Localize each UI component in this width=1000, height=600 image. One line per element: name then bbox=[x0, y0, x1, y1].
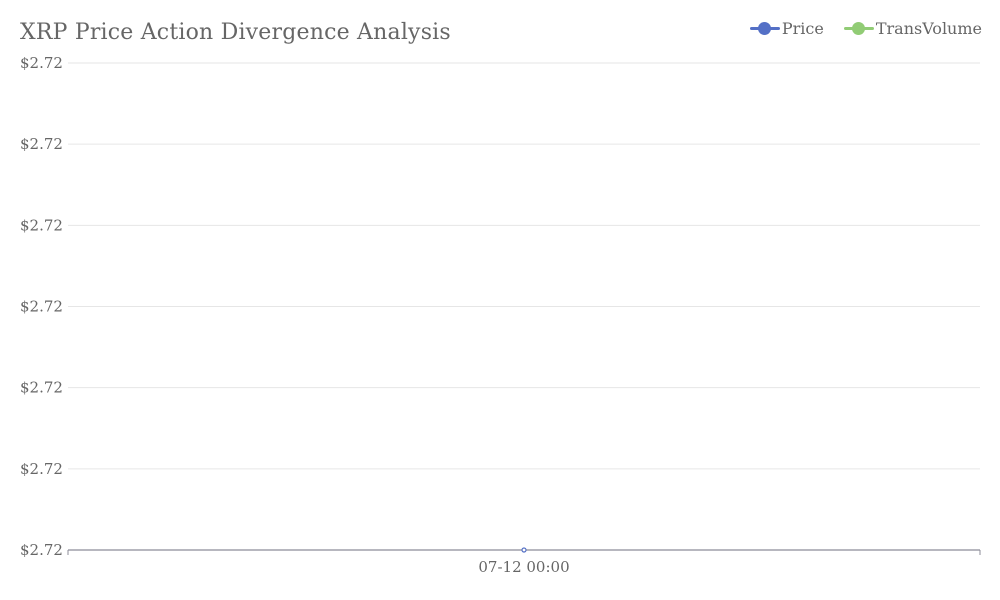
legend-marker-transvolume bbox=[843, 18, 874, 38]
y-tick-label: $2.72 bbox=[20, 460, 63, 478]
legend-item-price[interactable]: Price bbox=[749, 18, 824, 38]
x-tick-label: 07-12 00:00 bbox=[478, 558, 569, 576]
grid-lines bbox=[68, 62, 980, 470]
legend: Price TransVolume bbox=[749, 18, 982, 38]
y-tick-label: $2.72 bbox=[20, 54, 63, 72]
legend-dot-transvolume bbox=[851, 22, 865, 35]
legend-dot-price bbox=[757, 22, 771, 35]
legend-label-price: Price bbox=[781, 18, 824, 38]
y-tick-label: $2.72 bbox=[20, 298, 63, 316]
y-tick-label: $2.72 bbox=[20, 379, 63, 397]
y-axis-ticks: $2.72 $2.72 $2.72 $2.72 $2.72 $2.72 $2.72 bbox=[20, 54, 63, 559]
y-tick-label: $2.72 bbox=[20, 216, 63, 234]
y-tick-label: $2.72 bbox=[20, 135, 63, 153]
y-tick-label: $2.72 bbox=[20, 541, 63, 559]
x-axis: 07-12 00:00 bbox=[67, 549, 981, 576]
legend-item-transvolume[interactable]: TransVolume bbox=[843, 18, 982, 38]
legend-marker-price bbox=[749, 18, 780, 38]
series-layer bbox=[521, 547, 527, 553]
data-point-price bbox=[521, 547, 527, 553]
legend-label-transvolume: TransVolume bbox=[875, 18, 982, 38]
chart-title: XRP Price Action Divergence Analysis bbox=[20, 20, 451, 45]
